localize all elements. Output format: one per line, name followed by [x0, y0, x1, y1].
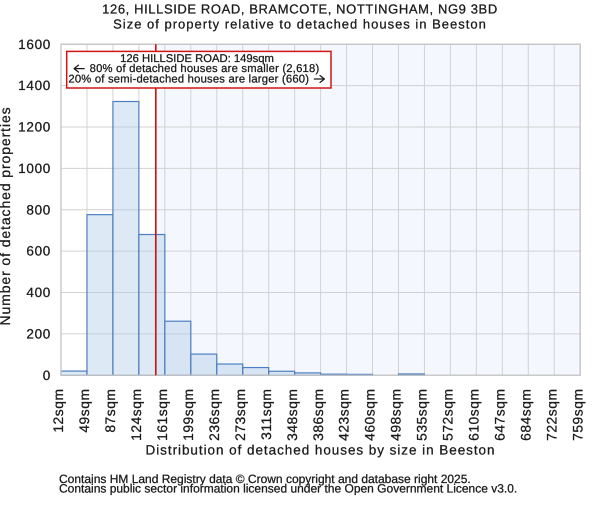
svg-text:311sqm: 311sqm [259, 389, 274, 440]
svg-text:610sqm: 610sqm [467, 389, 482, 441]
svg-text:20% of semi-detached houses ar: 20% of semi-detached houses are larger (… [68, 74, 309, 86]
svg-text:400: 400 [26, 285, 51, 300]
svg-text:Number of detached properties: Number of detached properties [0, 106, 13, 325]
svg-text:535sqm: 535sqm [415, 389, 430, 441]
svg-text:1600: 1600 [18, 37, 51, 52]
svg-text:800: 800 [26, 202, 51, 217]
svg-text:572sqm: 572sqm [441, 389, 456, 441]
svg-text:460sqm: 460sqm [363, 389, 378, 441]
svg-text:0: 0 [43, 368, 51, 383]
svg-text:1400: 1400 [18, 78, 51, 93]
svg-text:161sqm: 161sqm [155, 389, 170, 441]
svg-text:12sqm: 12sqm [51, 389, 66, 433]
svg-text:124sqm: 124sqm [129, 389, 144, 441]
svg-text:684sqm: 684sqm [518, 389, 533, 441]
svg-text:386sqm: 386sqm [311, 389, 326, 441]
svg-text:236sqm: 236sqm [207, 389, 222, 441]
svg-text:759sqm: 759sqm [570, 389, 585, 441]
svg-text:600: 600 [26, 244, 51, 259]
svg-text:126 HILLSIDE ROAD: 149sqm: 126 HILLSIDE ROAD: 149sqm [120, 53, 274, 65]
svg-text:1000: 1000 [18, 161, 51, 176]
svg-text:Size of property relative to d: Size of property relative to detached ho… [113, 17, 487, 32]
svg-text:348sqm: 348sqm [285, 389, 300, 441]
svg-text:49sqm: 49sqm [77, 389, 92, 433]
svg-text:199sqm: 199sqm [181, 389, 196, 441]
svg-text:273sqm: 273sqm [233, 389, 248, 441]
svg-text:126, HILLSIDE ROAD, BRAMCOTE,: 126, HILLSIDE ROAD, BRAMCOTE, NOTTINGHAM… [102, 2, 498, 17]
svg-text:Contains HM Land Registry data: Contains HM Land Registry data © Crown c… [59, 472, 471, 486]
svg-text:200: 200 [26, 326, 51, 341]
svg-text:Distribution of detached house: Distribution of detached houses by size … [146, 443, 496, 458]
svg-text:80% of detached houses are sma: 80% of detached houses are smaller (2,61… [90, 63, 320, 75]
svg-text:498sqm: 498sqm [389, 389, 404, 441]
svg-text:Contains public sector informa: Contains public sector information licen… [59, 482, 517, 496]
svg-text:647sqm: 647sqm [493, 389, 508, 441]
svg-text:722sqm: 722sqm [544, 389, 559, 441]
svg-text:423sqm: 423sqm [337, 389, 352, 441]
svg-text:87sqm: 87sqm [103, 389, 118, 433]
svg-text:1200: 1200 [18, 120, 51, 135]
